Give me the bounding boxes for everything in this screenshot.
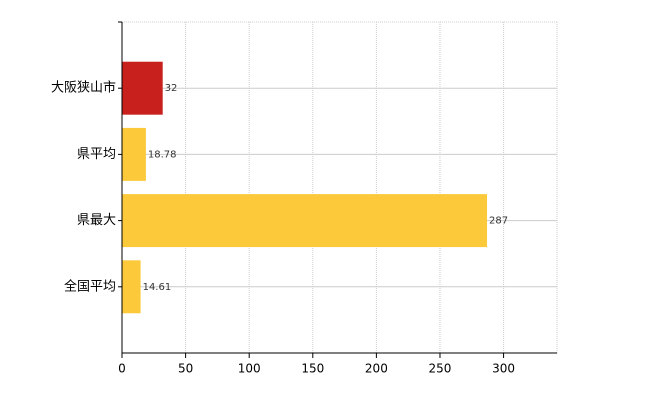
bar <box>122 61 163 115</box>
value-label: 32 <box>165 83 178 94</box>
y-tick-label: 大阪狭山市 <box>51 80 116 96</box>
bar <box>122 260 141 314</box>
value-label: 287 <box>489 216 508 227</box>
bar <box>122 127 146 181</box>
y-tick-label: 県平均 <box>77 147 116 162</box>
x-tick-label: 50 <box>178 362 193 376</box>
value-label: 14.61 <box>143 282 172 293</box>
x-tick-label: 200 <box>365 362 388 376</box>
y-tick-label: 県最大 <box>77 213 116 228</box>
value-label: 18.78 <box>148 149 177 160</box>
x-tick-label: 300 <box>492 362 515 376</box>
x-tick-label: 0 <box>118 362 126 376</box>
x-tick-label: 150 <box>301 362 324 376</box>
y-tick-label: 全国平均 <box>64 278 116 294</box>
x-tick-label: 100 <box>238 362 261 376</box>
x-tick-label: 250 <box>429 362 452 376</box>
bar <box>122 194 488 248</box>
